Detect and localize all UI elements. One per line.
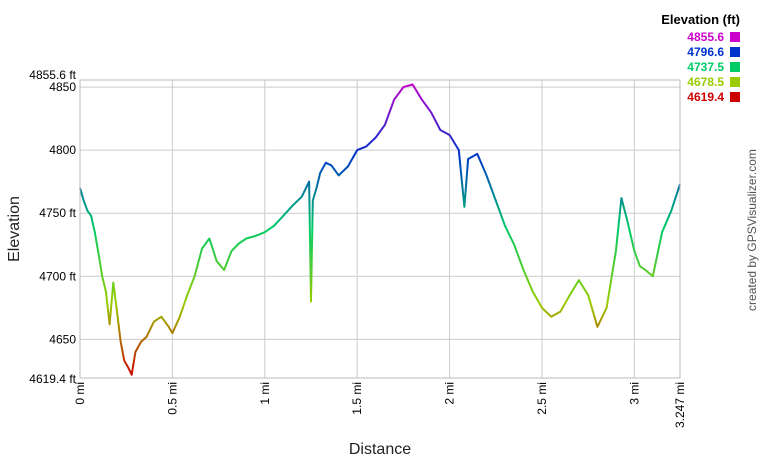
x-tick-label: 0.5 mi	[165, 382, 179, 415]
x-tick-label: 1 mi	[258, 382, 272, 405]
y-tick-label: 4619.4 ft	[29, 372, 76, 386]
y-tick-labels: 4619.4 ft 4650 4700 ft 4750 ft 4800 48504855.…	[29, 68, 76, 386]
legend-entry-label: 4619.4	[687, 89, 724, 104]
legend-entry: 4855.6	[661, 29, 740, 44]
x-tick-label: 3 mi	[627, 382, 641, 405]
x-tick-label: 3.247 mi	[673, 382, 687, 428]
x-tick-label: 2 mi	[443, 382, 457, 405]
y-tick-label: 4850	[49, 80, 76, 94]
y-tick-label: 4650	[49, 332, 76, 346]
y-axis-label: Elevation	[6, 196, 23, 262]
legend-entry: 4737.5	[661, 59, 740, 74]
x-tick-label: 0 mi	[73, 382, 87, 405]
legend-swatch	[730, 31, 740, 42]
elevation-line	[79, 83, 681, 376]
grid-lines	[79, 79, 681, 379]
legend-entry-label: 4796.6	[687, 44, 724, 59]
x-tick-labels: 0 mi 0.5 mi 1 mi 1.5 mi 2 mi 2.5 mi 3 mi 3.247 …	[73, 382, 687, 428]
legend-entry: 4619.4	[661, 89, 740, 104]
y-tick-label: 4750 ft	[39, 206, 76, 220]
y-tick-label: 4700 ft	[39, 269, 76, 283]
legend-entry-label: 4855.6	[687, 29, 724, 44]
credit-text: created by GPSVisualizer.com	[745, 149, 759, 311]
y-tick-label: 4800	[49, 143, 76, 157]
x-tick-label: 1.5 mi	[350, 382, 364, 415]
plot-frame	[79, 79, 681, 379]
x-axis-label: Distance	[349, 441, 411, 458]
legend-entry-label: 4678.5	[687, 74, 724, 89]
legend-swatch	[730, 46, 740, 57]
legend-swatch	[730, 91, 740, 102]
x-tick-label: 2.5 mi	[535, 382, 549, 415]
legend-entry-label: 4737.5	[687, 59, 724, 74]
legend-title: Elevation (ft)	[661, 12, 740, 27]
legend-swatch	[730, 61, 740, 72]
legend: Elevation (ft) 4855.6 4796.6 4737.5 4678.5 4…	[661, 12, 740, 104]
legend-entry: 4796.6	[661, 44, 740, 59]
legend-swatch	[730, 76, 740, 87]
y-tick-label: 4855.6 ft	[29, 68, 76, 82]
legend-entry: 4678.5	[661, 74, 740, 89]
